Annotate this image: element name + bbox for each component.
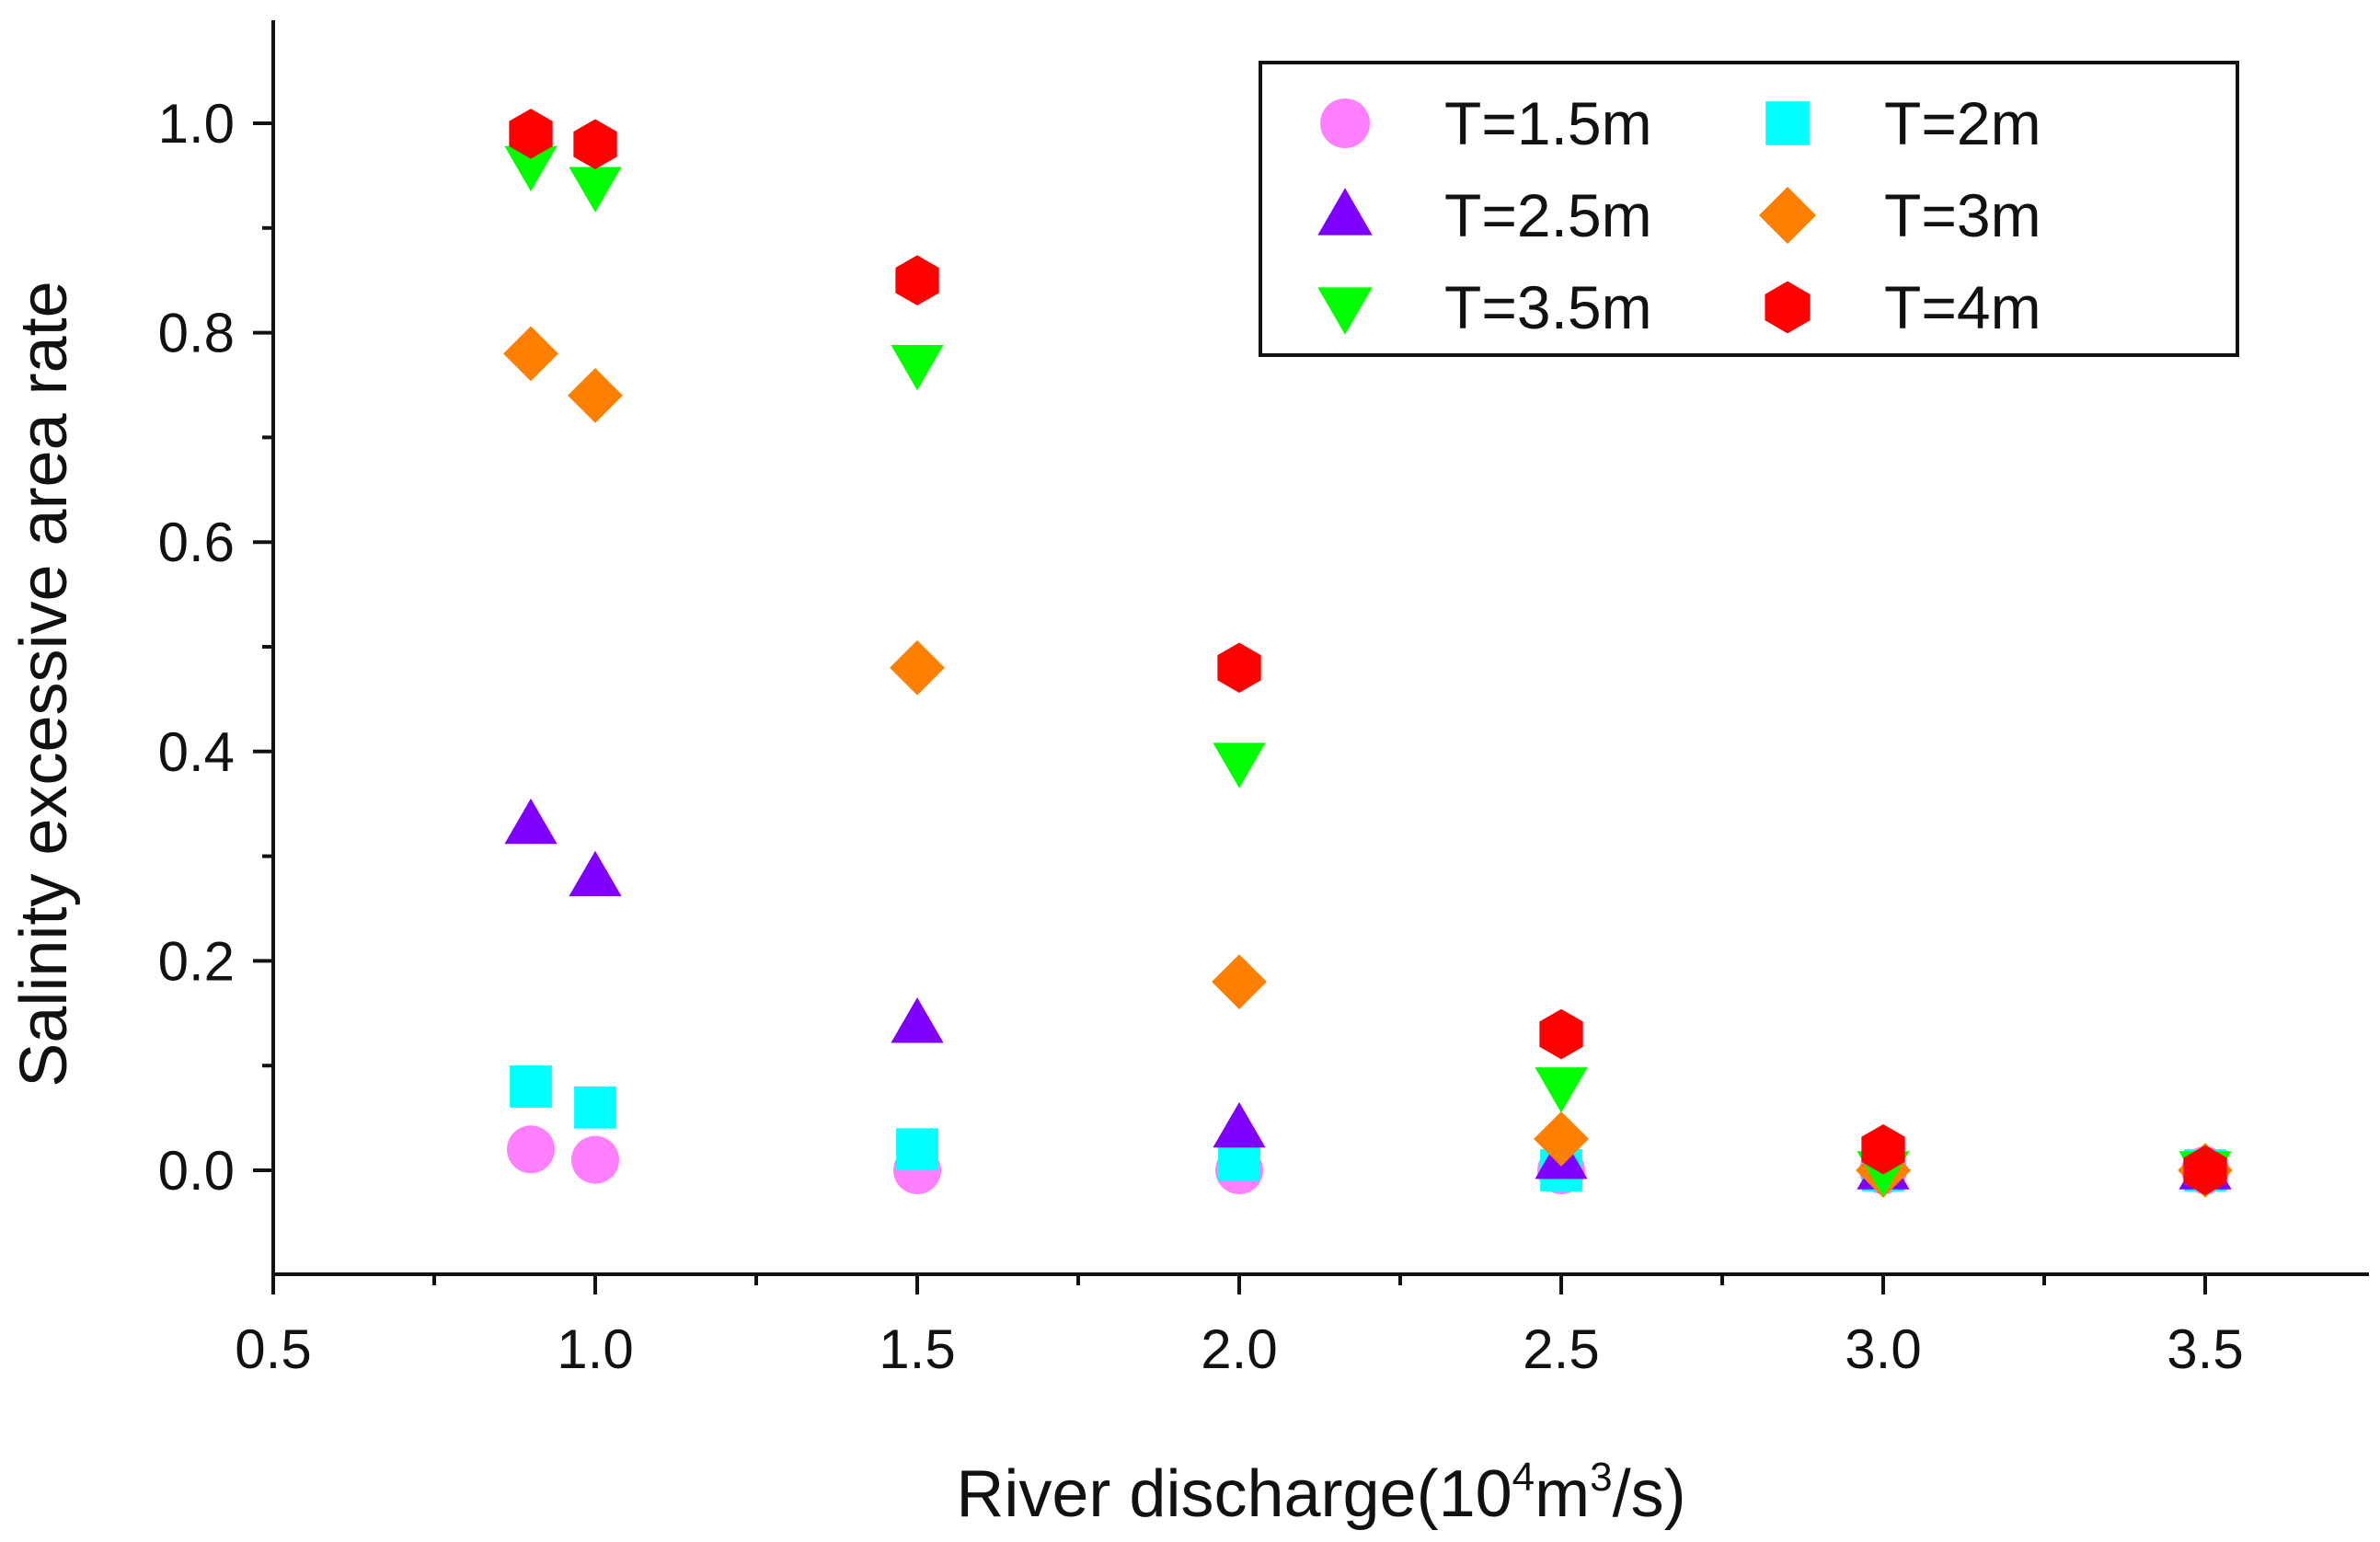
x-axis-title: River discharge(104m3/s)	[956, 1455, 1685, 1531]
data-point	[891, 344, 944, 391]
data-point	[1217, 642, 1261, 694]
series-triangle-up	[504, 798, 2232, 1190]
data-point	[1212, 954, 1267, 1010]
legend-marker	[1765, 101, 1810, 145]
y-tick-label: 0.2	[158, 930, 235, 992]
data-point	[1535, 1067, 1588, 1113]
x-axis-title-part1: River discharge(10	[956, 1457, 1512, 1531]
data-point	[1534, 1110, 1589, 1167]
legend-label: T=2.5m	[1444, 181, 1652, 249]
data-point	[1213, 742, 1266, 788]
data-point	[1539, 1008, 1583, 1060]
series-square	[510, 1065, 2226, 1191]
legend-marker	[1317, 287, 1373, 335]
series-circle	[507, 1125, 2229, 1194]
legend-entry: T=4m	[1765, 273, 2041, 341]
x-axis-title-part3: /s)	[1613, 1457, 1686, 1531]
data-point	[509, 109, 553, 159]
legend-label: T=1.5m	[1444, 89, 1652, 157]
data-point	[510, 1065, 552, 1108]
y-tick-label: 0.6	[158, 512, 235, 573]
legend-label: T=3m	[1884, 181, 2041, 249]
x-tick-label: 1.0	[557, 1318, 633, 1380]
data-point	[1861, 1123, 1905, 1175]
data-point	[890, 639, 945, 696]
legend-entry: T=3.5m	[1317, 273, 1652, 341]
data-point	[573, 119, 617, 170]
x-axis-title-sup2: 3	[1590, 1455, 1612, 1500]
x-axis-title-part2: m	[1535, 1457, 1590, 1531]
data-point	[504, 145, 558, 192]
data-point	[568, 367, 623, 423]
series-diamond	[503, 326, 2233, 1198]
data-point	[1213, 1101, 1266, 1148]
x-tick-label: 2.5	[1523, 1318, 1599, 1380]
x-tick-label: 2.0	[1201, 1318, 1277, 1380]
data-point	[504, 798, 558, 845]
legend-marker	[1765, 281, 1811, 334]
legend: T=1.5m T=2m T=2.5m T=3m T=3.5m T=4m	[1259, 61, 2239, 357]
series-hexagon	[509, 109, 2227, 1196]
data-points	[503, 109, 2233, 1198]
data-point	[503, 326, 558, 382]
data-point	[2183, 1145, 2227, 1196]
y-tick-label: 1.0	[158, 93, 235, 155]
data-point	[571, 1135, 619, 1184]
y-tick-label: 0.4	[158, 721, 235, 783]
x-tick-label: 3.0	[1845, 1318, 1921, 1380]
legend-entry: T=2.5m	[1317, 181, 1652, 249]
data-point	[569, 850, 622, 897]
x-axis-title-sup1: 4	[1512, 1455, 1535, 1500]
legend-marker	[1758, 186, 1817, 245]
legend-label: T=2m	[1884, 89, 2041, 157]
x-tick-label: 3.5	[2167, 1318, 2243, 1380]
data-point	[574, 1086, 616, 1129]
legend-entry: T=1.5m	[1320, 89, 1652, 157]
tick-group: 0.5 1.0 1.5 2.0 2.5 3.0 3.5 0.0 0.2 0.4 0.6 0.8 1.0	[158, 93, 2244, 1380]
data-point	[896, 1128, 938, 1171]
y-tick-label: 0.0	[158, 1140, 235, 1202]
legend-marker	[1320, 98, 1370, 148]
data-point	[895, 255, 939, 305]
x-tick-label: 0.5	[235, 1318, 311, 1380]
legend-marker	[1317, 188, 1373, 236]
legend-entry: T=3m	[1758, 181, 2041, 249]
data-point	[569, 167, 622, 213]
legend-label: T=4m	[1884, 273, 2041, 341]
data-point	[891, 997, 944, 1043]
x-tick-label: 1.5	[879, 1318, 955, 1380]
legend-entry: T=2m	[1765, 89, 2041, 157]
legend-box	[1259, 61, 2239, 357]
y-tick-label: 0.8	[158, 303, 235, 364]
y-axis-title: Salinity excessive area rate	[7, 281, 81, 1087]
data-point	[507, 1125, 555, 1174]
legend-label: T=3.5m	[1444, 273, 1652, 341]
